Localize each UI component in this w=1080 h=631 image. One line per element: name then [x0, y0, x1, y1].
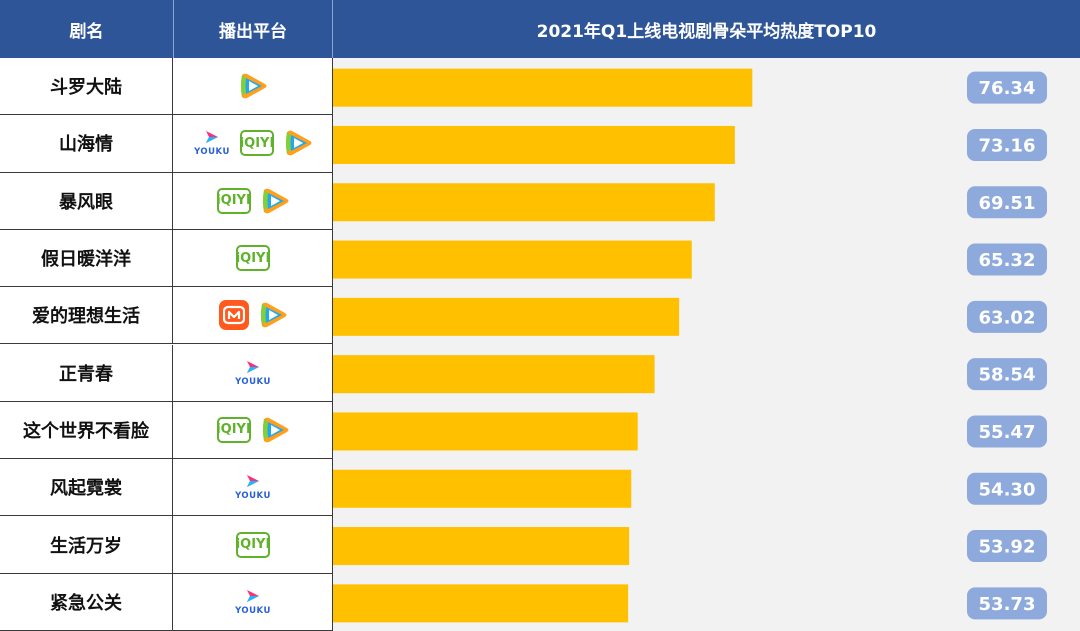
bar	[333, 527, 630, 566]
iqiyi-icon: iQIYI	[216, 187, 251, 214]
value-label-box	[967, 472, 1047, 505]
drama-name: 假日暖洋洋	[0, 229, 173, 287]
drama-name: 生活万岁	[0, 516, 173, 573]
value-label: 73.16	[979, 135, 1036, 156]
table-row: 这个世界不看脸 iQIYI	[0, 401, 332, 460]
drama-name: 山海情	[0, 115, 173, 172]
table-row: 斗罗大陆	[0, 58, 332, 116]
bar-chart-svg: 76.34 73.16 69.51 65.32 63.02 58.54 55.47 54.30…	[333, 68, 1047, 623]
table-row: 生活万岁 iQIYI	[0, 516, 332, 574]
header-platform: 播出平台	[174, 0, 333, 58]
mgtv-icon	[218, 300, 249, 331]
platform-icons	[174, 58, 332, 114]
youku-icon: YOUKU	[234, 359, 272, 387]
value-label-box	[967, 243, 1047, 276]
table-row: 暴风眼 iQIYI	[0, 172, 332, 230]
value-label-box	[967, 415, 1047, 448]
platform-icons: iQIYI	[174, 402, 332, 458]
value-label: 54.30	[979, 479, 1036, 500]
drama-name: 风起霓裳	[0, 459, 173, 516]
chart-title: 2021年Q1上线电视剧骨朵平均热度TOP10	[333, 0, 1080, 58]
value-label: 69.51	[979, 193, 1036, 214]
platform-icons: YOUKU	[174, 345, 332, 401]
value-label-box	[967, 71, 1047, 104]
platform-icons: YOUKU	[174, 574, 332, 630]
drama-name: 暴风眼	[0, 172, 173, 229]
youku-icon: YOUKU	[234, 588, 272, 616]
iqiyi-icon: iQIYI	[216, 416, 251, 443]
column-divider	[332, 58, 333, 631]
youku-icon: YOUKU	[193, 129, 231, 157]
drama-name: 斗罗大陆	[0, 58, 173, 115]
value-label-box	[967, 186, 1047, 219]
table-row: 正青春 YOUKU	[0, 344, 332, 402]
bar	[333, 183, 715, 222]
platform-icons: YOUKU iQIYI	[174, 115, 332, 171]
value-label-box	[967, 358, 1047, 391]
platform-icons: YOUKU	[174, 459, 332, 515]
value-label: 76.34	[979, 78, 1036, 99]
platform-icons	[174, 287, 332, 343]
platform-icons: iQIYI	[174, 230, 332, 286]
youku-wordmark: YOUKU	[235, 491, 271, 502]
youku-wordmark: YOUKU	[235, 376, 271, 387]
value-label: 53.92	[979, 537, 1036, 558]
tencent-video-icon	[260, 416, 290, 444]
drama-name: 正青春	[0, 344, 173, 401]
tencent-video-icon	[260, 187, 290, 215]
value-label: 55.47	[979, 422, 1036, 443]
table-row: 假日暖洋洋 iQIYI	[0, 229, 332, 288]
drama-name: 紧急公关	[0, 573, 173, 630]
tencent-video-icon	[258, 301, 288, 329]
value-label: 63.02	[979, 307, 1036, 328]
youku-wordmark: YOUKU	[194, 147, 230, 158]
youku-icon: YOUKU	[234, 473, 272, 501]
drama-name: 这个世界不看脸	[0, 401, 173, 459]
bar	[333, 125, 735, 164]
value-label-box	[967, 530, 1047, 563]
platform-icons: iQIYI	[174, 173, 332, 229]
table-row: 风起霓裳 YOUKU	[0, 459, 332, 517]
drama-name: 爱的理想生活	[0, 287, 173, 344]
value-label: 53.73	[979, 594, 1036, 615]
youku-wordmark: YOUKU	[235, 605, 271, 616]
bar	[333, 68, 753, 107]
bar	[333, 584, 629, 623]
tencent-video-icon	[283, 129, 313, 157]
value-label-box	[967, 128, 1047, 161]
value-label-box	[967, 300, 1047, 333]
bar	[333, 297, 680, 336]
value-label-box	[967, 587, 1047, 620]
platform-icons: iQIYI	[174, 516, 332, 572]
table-row: 爱的理想生活	[0, 287, 332, 345]
bar	[333, 240, 692, 279]
iqiyi-icon: iQIYI	[236, 531, 270, 558]
bar	[333, 412, 638, 451]
table-row: 紧急公关 YOUKU	[0, 573, 332, 631]
bar-chart: 76.34 73.16 69.51 65.32 63.02 58.54 55.47 54.30…	[333, 58, 1080, 631]
table-row: 山海情 YOUKU iQIYI	[0, 115, 332, 173]
value-label: 58.54	[979, 365, 1036, 386]
iqiyi-icon: iQIYI	[236, 245, 270, 272]
iqiyi-icon: iQIYI	[240, 130, 274, 157]
tencent-video-icon	[238, 72, 268, 100]
header-drama-name: 剧名	[0, 0, 174, 58]
value-label: 65.32	[979, 250, 1036, 271]
bar	[333, 355, 655, 394]
bar	[333, 469, 632, 508]
